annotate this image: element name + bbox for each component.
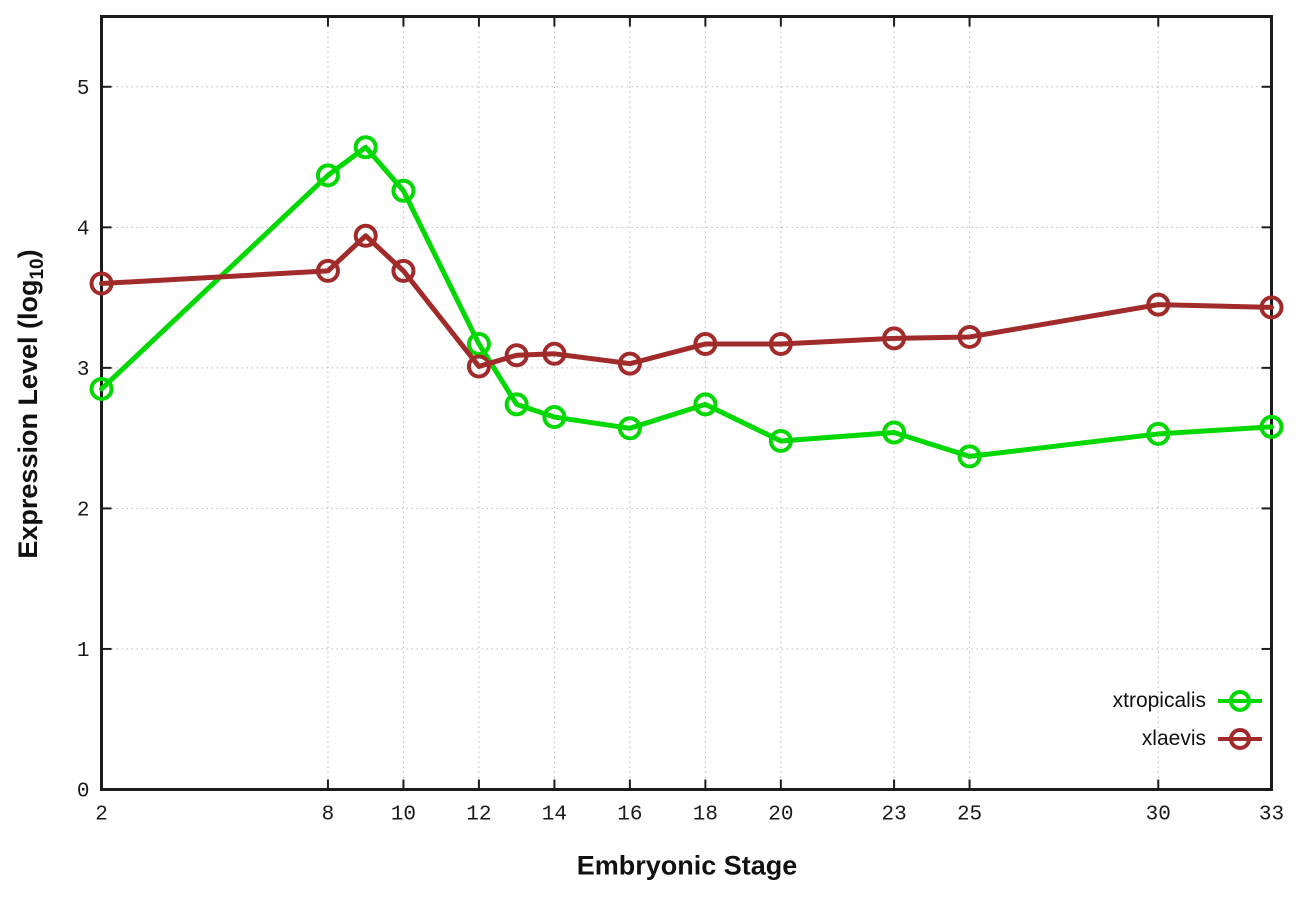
- x-tick-label: 25: [957, 804, 982, 827]
- y-tick-label: 1: [77, 640, 90, 663]
- data-point: [768, 428, 793, 453]
- x-tick-label: 30: [1146, 804, 1171, 827]
- series-xtropicalis: [89, 135, 1284, 469]
- data-point: [1259, 295, 1284, 320]
- legend-marker-open-circle-icon: [1218, 689, 1262, 713]
- y-tick-label: 0: [77, 781, 90, 804]
- x-tick-label: 18: [693, 804, 718, 827]
- data-point: [466, 331, 491, 356]
- x-tick-label: 14: [542, 804, 567, 827]
- series-line: [99, 144, 1274, 459]
- legend-label: xtropicalis: [1112, 689, 1206, 712]
- x-tick-label: 2: [95, 804, 108, 827]
- data-point: [504, 343, 529, 368]
- data-point: [466, 354, 491, 379]
- legend-point-sample: [1229, 690, 1251, 712]
- series-xlaevis: [89, 223, 1284, 379]
- legend-point-sample: [1229, 728, 1251, 750]
- y-axis-title: Expression Level (log10): [13, 249, 49, 558]
- legend-marker-open-circle-icon: [1218, 727, 1262, 751]
- data-point: [353, 135, 378, 160]
- data-point: [315, 258, 340, 283]
- chart-legend: xtropicalis xlaevis: [900, 682, 1262, 758]
- x-tick-label: 20: [768, 804, 793, 827]
- data-point: [391, 258, 416, 283]
- x-axis-title: Embryonic Stage: [576, 850, 798, 881]
- y-tick-label: 5: [77, 78, 90, 101]
- data-point: [542, 405, 567, 430]
- legend-item-xlaevis: xlaevis: [900, 720, 1262, 758]
- grid: [101, 16, 1272, 790]
- x-tick-label: 12: [466, 804, 491, 827]
- data-point: [617, 351, 642, 376]
- data-point: [89, 271, 114, 296]
- plot-border: [100, 15, 1273, 791]
- data-point: [957, 444, 982, 469]
- y-axis-title-subscript: 10: [27, 258, 48, 280]
- data-point: [957, 324, 982, 349]
- y-tick-label: 4: [77, 218, 90, 241]
- legend-item-xtropicalis: xtropicalis: [900, 682, 1262, 720]
- data-point: [882, 326, 907, 351]
- data-point: [1146, 292, 1171, 317]
- data-point: [504, 392, 529, 417]
- x-tick-label: 10: [391, 804, 416, 827]
- x-tick-label: 8: [322, 804, 335, 827]
- data-point: [882, 420, 907, 445]
- data-point: [693, 392, 718, 417]
- x-tick-label: 23: [881, 804, 906, 827]
- series-line: [99, 233, 1274, 369]
- data-point: [693, 331, 718, 356]
- data-point: [353, 223, 378, 248]
- x-tick-label: 16: [617, 804, 642, 827]
- data-point: [1259, 414, 1284, 439]
- x-tick-labels: 2 8 10 12 14 16 18 20 23 25 30 33: [95, 804, 1284, 827]
- y-axis-title-suffix: ): [13, 249, 43, 259]
- data-point: [542, 341, 567, 366]
- data-point: [1146, 421, 1171, 446]
- data-point: [768, 331, 793, 356]
- legend-label: xlaevis: [1141, 727, 1206, 750]
- data-point: [391, 178, 416, 203]
- y-axis-title-text: Expression Level (log: [13, 279, 43, 559]
- data-point: [89, 376, 114, 401]
- y-tick-label: 2: [77, 499, 90, 522]
- y-tick-labels: 0 1 2 3 4 5: [77, 78, 90, 804]
- data-point: [617, 416, 642, 441]
- x-tick-label: 33: [1259, 804, 1284, 827]
- tick-marks: [100, 16, 1273, 791]
- y-tick-label: 3: [77, 359, 90, 382]
- data-point: [315, 163, 340, 188]
